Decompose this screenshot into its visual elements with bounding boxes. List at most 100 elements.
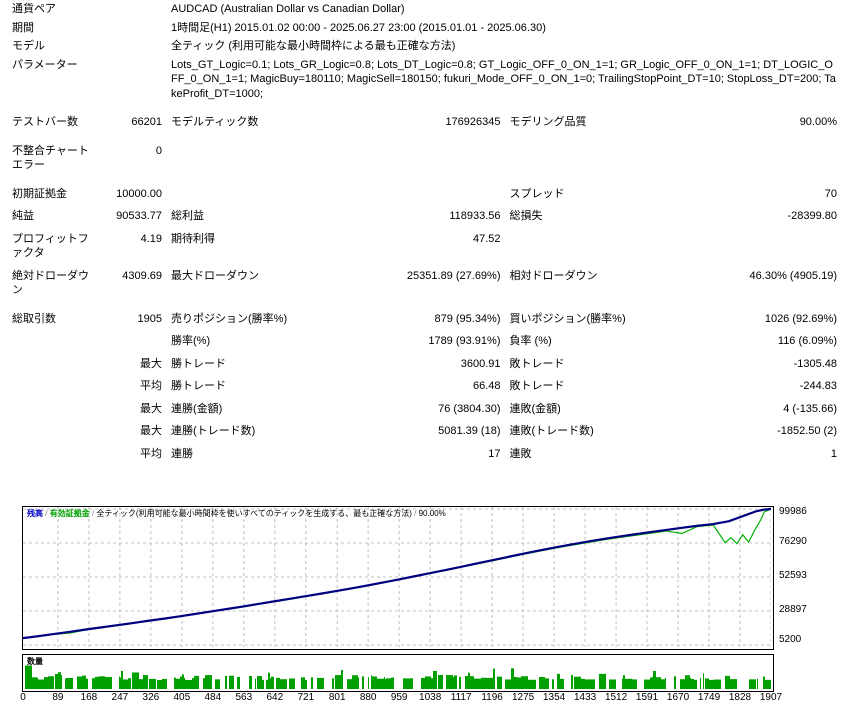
row-mid: 勝トレード bbox=[171, 380, 226, 393]
row-value2: 1789 (93.91%) bbox=[428, 335, 501, 348]
report-row-max-consecutive-count: 最大 連勝(トレード数) 5081.39 (18) 連敗(トレード数) -185… bbox=[0, 422, 843, 441]
row-value2: 879 (95.34%) bbox=[434, 312, 501, 325]
row-value3: 90.00% bbox=[799, 116, 837, 129]
report-row-model: モデル 全ティック (利用可能な最小時間枠による最も正確な方法) bbox=[0, 37, 843, 56]
report-row-average-consecutive: 平均 連勝 17 連敗 1 bbox=[0, 445, 843, 464]
row-value1 bbox=[94, 56, 166, 104]
row-value1 bbox=[94, 19, 166, 38]
row-value1: 66201 bbox=[131, 116, 162, 129]
row-mid: 総利益 bbox=[171, 210, 204, 223]
row-label: モデル bbox=[12, 40, 45, 53]
row-spacer bbox=[0, 300, 843, 310]
row-value3: 46.30% (4905.19) bbox=[749, 269, 837, 282]
row-value1: 平均 bbox=[140, 447, 162, 460]
report-row-total-trades: 総取引数 1905 売りポジション(勝率%) 879 (95.34%) 買いポジ… bbox=[0, 310, 843, 329]
row-value2: 25351.89 (27.69%) bbox=[406, 269, 501, 282]
x-axis-tick: 563 bbox=[235, 692, 253, 703]
legend-separator: / bbox=[91, 509, 95, 518]
row-mid: 1時間足(H1) 2015.01.02 00:00 - 2025.06.27 2… bbox=[171, 21, 546, 34]
row-mid2: 連敗(トレード数) bbox=[509, 425, 594, 438]
row-label: パラメーター bbox=[12, 58, 78, 71]
row-value2 bbox=[335, 185, 504, 204]
x-axis-labels: 0 89 168 247 326 405 484 563 642 721 801 880 959 1038… bbox=[20, 692, 782, 706]
chart-legend: 残高 / 有効証拠金 / 全ティック(利用可能な最小時間枠を使いすべてのティック… bbox=[27, 509, 446, 519]
x-axis-tick: 1749 bbox=[697, 692, 721, 703]
report-row-drawdown: 絶対ドローダウン 4309.69 最大ドローダウン 25351.89 (27.6… bbox=[0, 267, 843, 300]
report-row-profit-factor: プロフィットファクタ 4.19 期待利得 47.52 bbox=[0, 230, 843, 263]
row-mid: 連勝 bbox=[171, 447, 193, 460]
row-value3: -1852.50 (2) bbox=[777, 425, 837, 438]
row-mid bbox=[166, 142, 335, 175]
row-mid2: スプレッド bbox=[509, 187, 565, 200]
row-label bbox=[0, 445, 94, 464]
x-axis-tick: 880 bbox=[359, 692, 377, 703]
row-label: 総取引数 bbox=[12, 312, 56, 325]
volume-panel: 数量 bbox=[22, 654, 774, 692]
row-value1: 0 bbox=[155, 144, 162, 157]
row-mid: 勝トレード bbox=[171, 357, 226, 370]
report-row-win-rate: 勝率(%) 1789 (93.91%) 負率 (%) 116 (6.09%) bbox=[0, 332, 843, 351]
report-row-parameters: パラメーター Lots_GT_Logic=0.1; Lots_GR_Logic=… bbox=[0, 56, 843, 104]
x-axis-tick: 1275 bbox=[511, 692, 535, 703]
x-axis-tick: 1433 bbox=[573, 692, 597, 703]
x-axis-tick: 89 bbox=[52, 692, 64, 703]
report-row-largest-trade: 最大 勝トレード 3600.91 敗トレード -1305.48 bbox=[0, 355, 843, 374]
row-mid2: モデリング品質 bbox=[509, 116, 587, 129]
row-mid: 勝率(%) bbox=[171, 335, 211, 348]
x-axis-tick: 1512 bbox=[604, 692, 628, 703]
row-mid2: 敗トレード bbox=[509, 357, 565, 370]
row-value1 bbox=[94, 0, 166, 19]
row-value2 bbox=[335, 142, 504, 175]
row-mid2 bbox=[505, 142, 674, 175]
row-value2: 47.52 bbox=[472, 232, 501, 245]
x-axis-tick: 1828 bbox=[728, 692, 752, 703]
row-spacer bbox=[0, 103, 843, 113]
row-value1: 10000.00 bbox=[116, 187, 162, 200]
row-value3: -1305.48 bbox=[793, 357, 837, 370]
report-row-period: 期間 1時間足(H1) 2015.01.02 00:00 - 2025.06.2… bbox=[0, 19, 843, 38]
x-axis-tick: 959 bbox=[390, 692, 408, 703]
row-value2: 176926345 bbox=[445, 116, 501, 129]
report-row-bars: テストバー数 66201 モデルティック数 176926345 モデリング品質 … bbox=[0, 113, 843, 132]
row-mid2: 連敗(金額) bbox=[509, 402, 561, 415]
report-row-mismatched-errors: 不整合チャートエラー 0 bbox=[0, 142, 843, 175]
row-value2: 5081.39 (18) bbox=[438, 425, 501, 438]
row-label: 純益 bbox=[12, 210, 34, 223]
volume-title: 数量 bbox=[27, 657, 43, 666]
row-value1: 最大 bbox=[140, 425, 162, 438]
x-axis-tick: 405 bbox=[173, 692, 191, 703]
y-axis-tick: 28897 bbox=[779, 603, 807, 615]
parameters-text: Lots_GT_Logic=0.1; Lots_GR_Logic=0.8; Lo… bbox=[171, 58, 836, 100]
legend-separator: / bbox=[414, 509, 417, 518]
x-axis-tick: 1196 bbox=[481, 692, 503, 703]
row-mid: 売りポジション(勝率%) bbox=[171, 312, 288, 325]
x-axis-tick: 0 bbox=[20, 692, 26, 703]
row-value1: 4.19 bbox=[140, 232, 162, 245]
y-axis-tick: 99986 bbox=[779, 506, 807, 517]
x-axis-tick: 721 bbox=[297, 692, 315, 703]
row-value2: 17 bbox=[488, 447, 501, 460]
legend-equity-label: 有効証拠金 bbox=[49, 509, 90, 518]
y-axis-labels: 99986 76290 52593 28897 5200 bbox=[777, 506, 843, 651]
row-mid: AUDCAD (Australian Dollar vs Canadian Do… bbox=[171, 3, 405, 15]
backtest-report-table: 通貨ペア AUDCAD (Australian Dollar vs Canadi… bbox=[0, 0, 843, 464]
row-label: 初期証拠金 bbox=[12, 187, 67, 200]
row-label: 通貨ペア bbox=[12, 3, 56, 15]
x-axis-tick: 168 bbox=[80, 692, 98, 703]
row-value2: 3600.91 bbox=[460, 357, 501, 370]
row-value1 bbox=[94, 332, 166, 351]
row-label: 絶対ドローダウン bbox=[12, 269, 89, 297]
x-axis-tick: 1907 bbox=[759, 692, 783, 703]
row-value1 bbox=[94, 37, 166, 56]
row-value3 bbox=[674, 230, 843, 263]
row-spacer bbox=[0, 175, 843, 185]
legend-model-label: 全ティック(利用可能な最小時間枠を使いすべてのティックを生成する、最も正確な方法… bbox=[96, 509, 412, 518]
row-mid: 期待利得 bbox=[171, 232, 215, 245]
x-axis-tick: 1670 bbox=[666, 692, 690, 703]
x-axis-tick: 326 bbox=[142, 692, 160, 703]
spacer-cell bbox=[0, 103, 843, 113]
equity-curve-panel: 残高 / 有効証拠金 / 全ティック(利用可能な最小時間枠を使いすべてのティック… bbox=[22, 506, 774, 650]
row-value1: 1905 bbox=[137, 312, 162, 325]
equity-chart: 残高 / 有効証拠金 / 全ティック(利用可能な最小時間枠を使いすべてのティック… bbox=[20, 506, 822, 707]
x-axis-tick: 484 bbox=[204, 692, 222, 703]
